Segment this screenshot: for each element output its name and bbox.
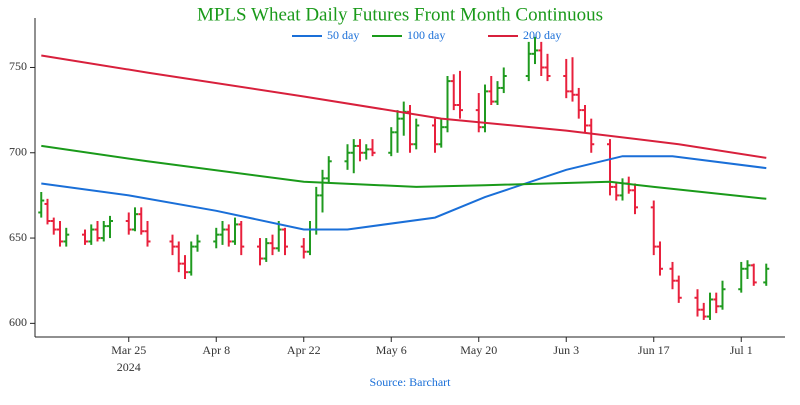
x-tick-label: Apr 8 xyxy=(202,343,230,357)
moving-average-line xyxy=(41,144,767,200)
chart-title: MPLS Wheat Daily Futures Front Month Con… xyxy=(197,4,603,25)
y-tick-label: 600 xyxy=(9,315,27,329)
y-tick-label: 750 xyxy=(9,59,27,73)
x-tick-label: Apr 22 xyxy=(287,343,321,357)
legend-label: 50 day xyxy=(327,28,359,42)
x-tick-label: Mar 25 xyxy=(111,343,146,357)
x-tick-label: Jul 1 xyxy=(730,343,753,357)
x-tick-label: May 6 xyxy=(376,343,407,357)
moving-average-line xyxy=(41,155,767,231)
x-tick-label: Jun 17 xyxy=(638,343,670,357)
x-tick-label: May 20 xyxy=(460,343,497,357)
y-tick-label: 700 xyxy=(9,145,27,159)
y-tick-label: 650 xyxy=(9,230,27,244)
x-tick-label: Jun 3 xyxy=(553,343,579,357)
moving-average-line xyxy=(41,54,767,159)
source-note: Source: Barchart xyxy=(370,375,452,389)
x-year-label: 2024 xyxy=(117,360,141,374)
legend-label: 100 day xyxy=(407,28,445,42)
legend-label: 200 day xyxy=(523,28,561,42)
